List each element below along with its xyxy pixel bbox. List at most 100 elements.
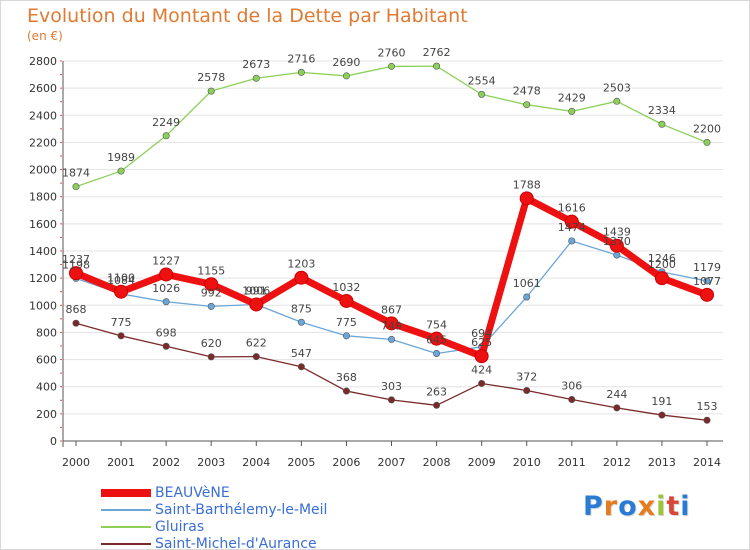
x-tick-label: 2009 [468, 456, 496, 469]
data-label: 1155 [197, 264, 225, 277]
data-point [297, 318, 305, 326]
y-tick-label: 1200 [29, 272, 57, 285]
data-label: 1246 [648, 252, 676, 265]
data-label: 2200 [693, 122, 721, 135]
data-point [609, 238, 624, 253]
data-point [433, 62, 441, 70]
data-label: 1788 [513, 178, 541, 191]
x-tick-label: 2005 [287, 456, 315, 469]
data-point [117, 332, 125, 340]
data-point [700, 287, 714, 302]
data-point [654, 271, 669, 286]
y-tick-label: 2000 [29, 164, 57, 177]
data-point [162, 132, 170, 140]
data-label: 1989 [107, 151, 135, 164]
data-label: 1203 [287, 258, 315, 271]
data-point [523, 101, 531, 109]
data-label: 1237 [62, 253, 90, 266]
data-point [613, 251, 621, 259]
y-tick-label: 0 [50, 435, 57, 448]
data-point [523, 293, 531, 301]
x-tick-label: 2003 [197, 456, 225, 469]
logo-letter: i [680, 491, 691, 522]
data-label: 2503 [603, 81, 631, 94]
data-point [564, 214, 579, 229]
data-point [339, 293, 354, 308]
data-label: 1616 [558, 202, 586, 215]
data-point [474, 349, 489, 364]
data-label: 775 [336, 316, 357, 329]
data-point [568, 237, 576, 245]
data-point [204, 277, 219, 292]
data-label: 754 [426, 319, 447, 332]
y-tick-label: 600 [36, 354, 57, 367]
y-tick-label: 400 [36, 381, 57, 394]
x-tick-label: 2000 [62, 456, 90, 469]
data-label: 1026 [152, 282, 180, 295]
data-label: 992 [201, 286, 222, 299]
x-tick-label: 2012 [603, 456, 631, 469]
data-label: 1032 [332, 281, 360, 294]
data-point [568, 395, 576, 403]
data-label: 2716 [287, 52, 315, 65]
data-point [613, 404, 621, 412]
data-point [384, 316, 399, 331]
data-label: 306 [561, 379, 582, 392]
data-point [162, 298, 170, 306]
y-tick-label: 800 [36, 326, 57, 339]
y-tick-label: 2200 [29, 136, 57, 149]
x-tick-label: 2010 [513, 456, 541, 469]
data-label: 1439 [603, 226, 631, 239]
data-label: 645 [426, 333, 447, 346]
data-label: 1198 [62, 258, 90, 271]
proxiti-logo: Proxiti [583, 491, 691, 522]
data-point [387, 335, 395, 343]
legend-swatch [101, 543, 151, 545]
data-point [207, 302, 215, 310]
data-label: 2478 [513, 85, 541, 98]
data-point [207, 87, 215, 95]
x-tick-label: 2001 [107, 456, 135, 469]
data-label: 2334 [648, 104, 676, 117]
data-label: 1370 [603, 235, 631, 248]
logo-letter: P [583, 491, 604, 522]
data-point [207, 353, 215, 361]
data-label: 1100 [107, 272, 135, 285]
legend-label: Saint-Michel-d'Aurance [155, 536, 317, 550]
data-point [72, 319, 80, 327]
y-tick-label: 2600 [29, 82, 57, 95]
data-label: 1006 [242, 284, 270, 297]
data-point [159, 267, 174, 282]
y-tick-label: 1600 [29, 218, 57, 231]
data-label: 1084 [107, 274, 135, 287]
legend-label: BEAUVèNE [155, 485, 230, 501]
y-tick-label: 2400 [29, 109, 57, 122]
data-point [658, 411, 666, 419]
data-label: 153 [697, 400, 718, 413]
data-label: 2760 [378, 46, 406, 59]
data-point [117, 167, 125, 175]
chart-title: Evolution du Montant de la Dette par Hab… [27, 5, 468, 27]
logo-letter: t [666, 491, 681, 522]
data-point [658, 120, 666, 128]
data-point [252, 353, 260, 361]
logo-letter: r [603, 491, 619, 522]
logo-letter: o [618, 491, 638, 522]
data-point [69, 266, 83, 281]
data-label: 1474 [558, 221, 586, 234]
data-label: 1227 [152, 254, 180, 267]
data-point [342, 72, 350, 80]
data-point [519, 191, 534, 206]
data-label: 191 [651, 395, 672, 408]
data-point [297, 363, 305, 371]
data-label: 2249 [152, 116, 180, 129]
data-point [387, 62, 395, 70]
logo-letter: x [637, 491, 657, 522]
data-label: 372 [516, 371, 537, 384]
x-tick-label: 2014 [693, 456, 721, 469]
data-point [342, 387, 350, 395]
data-label: 620 [201, 337, 222, 350]
data-label: 368 [336, 371, 357, 384]
data-label: 2429 [558, 91, 586, 104]
